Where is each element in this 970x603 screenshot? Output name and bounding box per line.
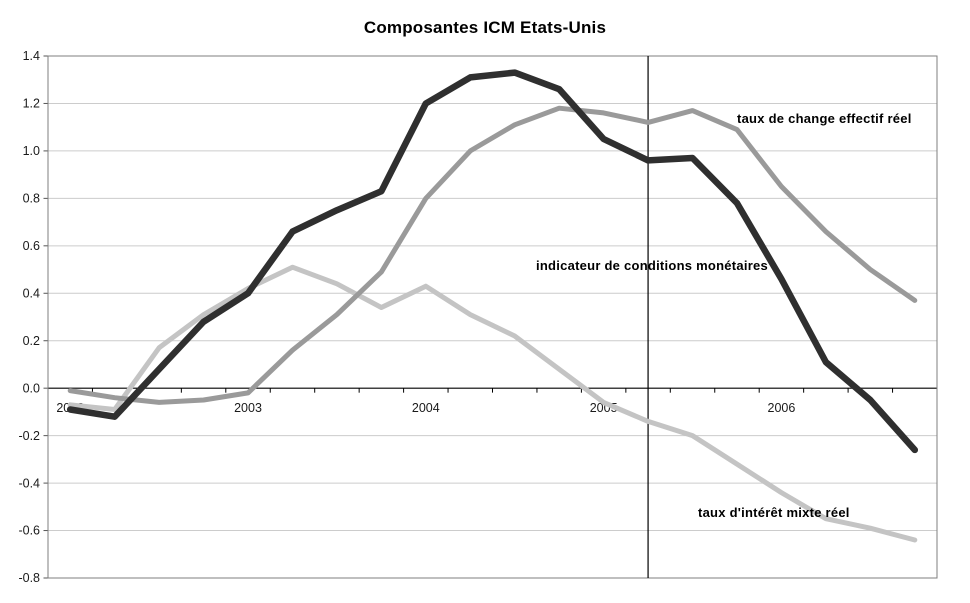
y-tick-label: 0.4 <box>23 286 40 300</box>
y-tick-label: -0.2 <box>18 429 40 443</box>
y-axis-labels: 1.4 1.2 1.0 0.8 0.6 0.4 0.2 0.0 -0.2 -0.4 -0.6 -0.8 <box>18 49 40 585</box>
y-tick-label: 0.0 <box>23 381 40 395</box>
year-label: 2004 <box>412 401 440 415</box>
series-label-taux-d-interet-mixte-reel: taux d'intérêt mixte réel <box>698 505 850 520</box>
series-label-indicateur-de-conditions-monetaires: indicateur de conditions monétaires <box>536 258 768 273</box>
y-tick-label: 1.4 <box>23 49 40 63</box>
y-tick-label: 1.0 <box>23 144 40 158</box>
gridlines <box>48 102 937 532</box>
series-label-taux-de-change-effectif-reel: taux de change effectif réel <box>737 111 912 126</box>
chart-title: Composantes ICM Etats-Unis <box>363 18 607 37</box>
y-tick-label: 0.6 <box>23 239 40 253</box>
year-label: 2006 <box>768 401 796 415</box>
year-label: 2003 <box>234 401 262 415</box>
series-line-2 <box>66 69 919 454</box>
y-tick-label: 1.2 <box>23 97 40 111</box>
series-line-1 <box>67 105 918 405</box>
x-axis <box>47 387 938 393</box>
y-tick-label: 0.8 <box>23 192 40 206</box>
y-tick-label: -0.8 <box>18 571 40 585</box>
y-axis-ticks <box>43 55 48 579</box>
y-tick-label: 0.2 <box>23 334 40 348</box>
y-tick-label: -0.4 <box>18 476 40 490</box>
series-lines <box>66 69 919 543</box>
plot-border <box>47 55 938 579</box>
y-tick-label: -0.6 <box>18 524 40 538</box>
series-line-0 <box>67 264 918 543</box>
